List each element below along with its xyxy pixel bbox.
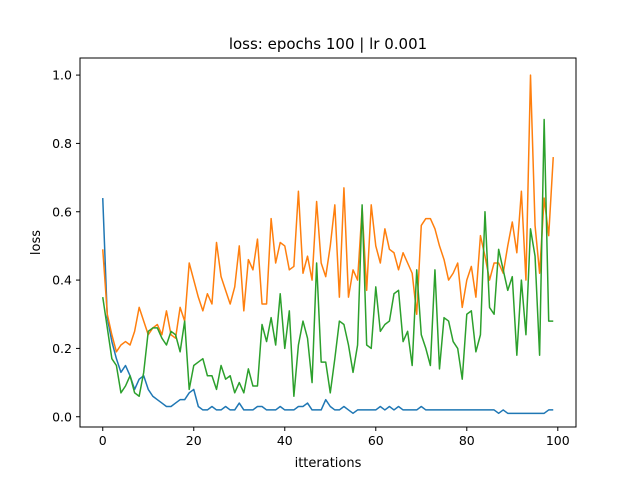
x-axis: 0 20 40 60 80 100	[99, 427, 570, 448]
y-tick-label: 0.4	[52, 273, 72, 288]
y-tick-label: 0.8	[52, 136, 72, 151]
x-tick-label: 100	[546, 433, 570, 448]
x-tick-label: 40	[277, 433, 293, 448]
x-tick-label: 60	[368, 433, 384, 448]
x-axis-label: itterations	[295, 456, 362, 471]
y-axis: 0.0 0.2 0.4 0.6 0.8 1.0	[52, 68, 80, 424]
y-tick-label: 1.0	[52, 68, 72, 83]
chart-title: loss: epochs 100 | lr 0.001	[229, 35, 427, 53]
plot-area	[102, 74, 554, 415]
y-tick-label: 0.0	[52, 409, 72, 424]
x-tick-label: 0	[99, 433, 107, 448]
series-line-0	[102, 198, 554, 415]
series-line-2	[102, 118, 554, 397]
x-tick-label: 80	[459, 433, 475, 448]
series-line-1	[102, 74, 554, 353]
x-tick-label: 20	[186, 433, 202, 448]
y-tick-label: 0.2	[52, 341, 72, 356]
y-tick-label: 0.6	[52, 204, 72, 219]
y-axis-label: loss	[29, 230, 44, 255]
axes-frame	[79, 57, 577, 428]
